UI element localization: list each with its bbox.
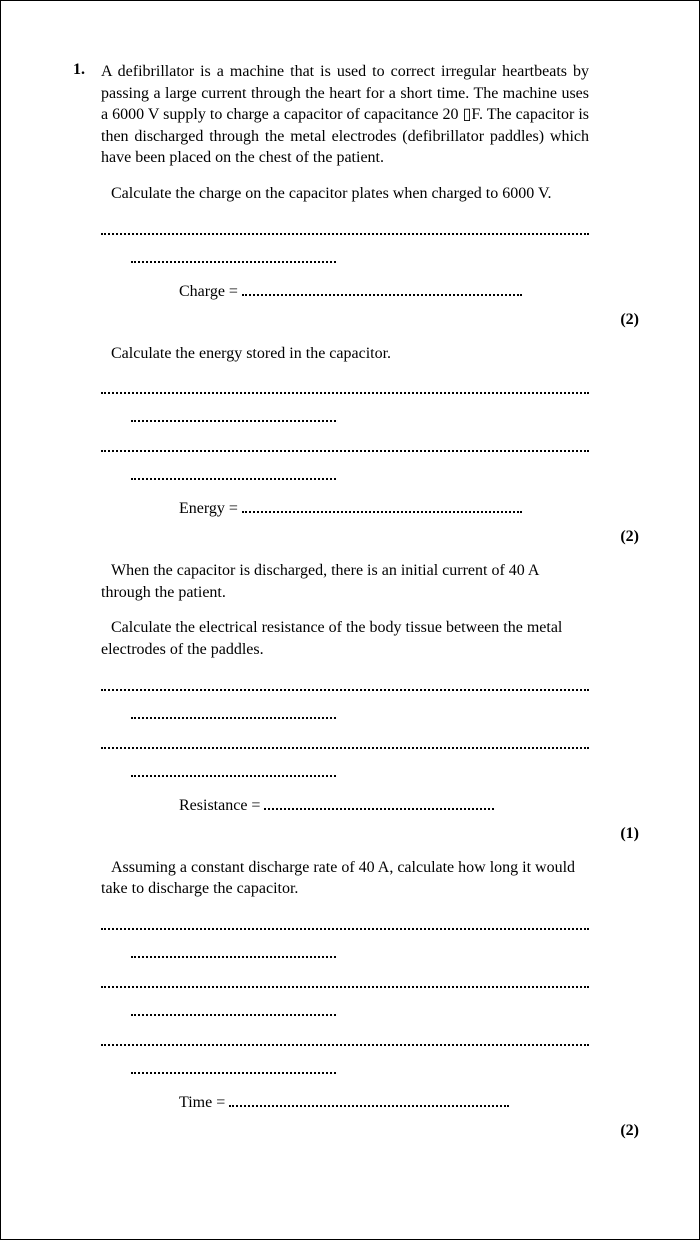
working-line: [131, 408, 336, 422]
answer-label: Energy =: [179, 500, 238, 518]
answer-line-charge: Charge =: [179, 283, 589, 301]
part-c-prompt: Calculate the electrical resistance of t…: [101, 617, 589, 660]
working-line: [101, 380, 589, 394]
answer-fill: [242, 284, 522, 296]
part-c-context: When the capacitor is discharged, there …: [101, 560, 589, 603]
answer-fill: [242, 501, 522, 513]
marks-a: (2): [101, 311, 639, 329]
working-line: [131, 763, 336, 777]
working-line: [131, 1060, 336, 1074]
answer-line-resistance: Resistance =: [179, 797, 589, 815]
answer-label: Resistance =: [179, 797, 260, 815]
working-line: [101, 916, 589, 930]
marks-d: (2): [101, 1122, 639, 1140]
part-a-prompt: Calculate the charge on the capacitor pl…: [101, 183, 589, 205]
answer-line-energy: Energy =: [179, 500, 589, 518]
working-line: [101, 1032, 589, 1046]
question-number: 1.: [71, 61, 101, 79]
working-line: [131, 1002, 336, 1016]
marks-b: (2): [101, 528, 639, 546]
working-line: [131, 466, 336, 480]
working-line: [101, 221, 589, 235]
answer-fill: [229, 1095, 509, 1107]
working-line: [131, 249, 336, 263]
working-line: [131, 944, 336, 958]
working-line: [101, 438, 589, 452]
answer-line-time: Time =: [179, 1094, 589, 1112]
working-line: [101, 974, 589, 988]
marks-c: (1): [101, 825, 639, 843]
question-intro: A defibrillator is a machine that is use…: [101, 61, 649, 169]
answer-fill: [264, 798, 494, 810]
working-line: [101, 735, 589, 749]
part-d-prompt: Assuming a constant discharge rate of 40…: [101, 857, 589, 900]
working-line: [131, 705, 336, 719]
working-line: [101, 677, 589, 691]
part-b-prompt: Calculate the energy stored in the capac…: [101, 343, 589, 365]
answer-label: Charge =: [179, 283, 238, 301]
answer-label: Time =: [179, 1094, 225, 1112]
